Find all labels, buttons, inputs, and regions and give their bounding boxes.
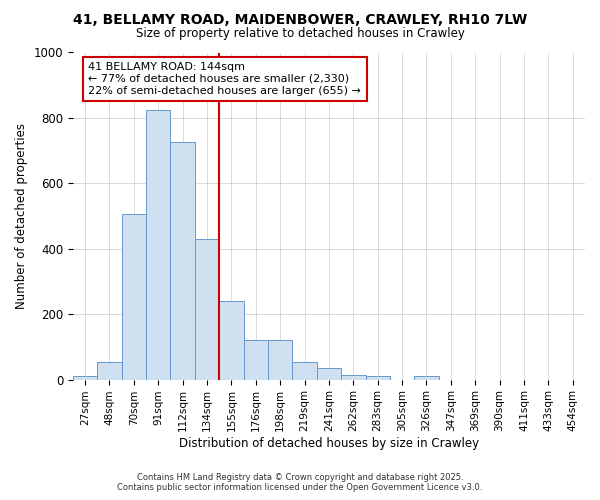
Text: Contains HM Land Registry data © Crown copyright and database right 2025.
Contai: Contains HM Land Registry data © Crown c… bbox=[118, 473, 482, 492]
Y-axis label: Number of detached properties: Number of detached properties bbox=[15, 123, 28, 309]
Bar bbox=[415, 376, 439, 380]
Bar bbox=[73, 376, 97, 380]
Bar bbox=[244, 340, 268, 380]
Text: Size of property relative to detached houses in Crawley: Size of property relative to detached ho… bbox=[136, 28, 464, 40]
Text: 41 BELLAMY ROAD: 144sqm
← 77% of detached houses are smaller (2,330)
22% of semi: 41 BELLAMY ROAD: 144sqm ← 77% of detache… bbox=[88, 62, 361, 96]
Bar bbox=[122, 214, 146, 380]
Bar bbox=[268, 340, 292, 380]
Bar bbox=[317, 368, 341, 380]
Bar bbox=[170, 142, 195, 380]
Bar bbox=[219, 301, 244, 380]
Bar bbox=[97, 362, 122, 380]
Bar bbox=[146, 110, 170, 380]
Text: 41, BELLAMY ROAD, MAIDENBOWER, CRAWLEY, RH10 7LW: 41, BELLAMY ROAD, MAIDENBOWER, CRAWLEY, … bbox=[73, 12, 527, 26]
Bar bbox=[195, 239, 219, 380]
Bar bbox=[365, 376, 390, 380]
X-axis label: Distribution of detached houses by size in Crawley: Distribution of detached houses by size … bbox=[179, 437, 479, 450]
Bar bbox=[292, 362, 317, 380]
Bar bbox=[341, 374, 365, 380]
